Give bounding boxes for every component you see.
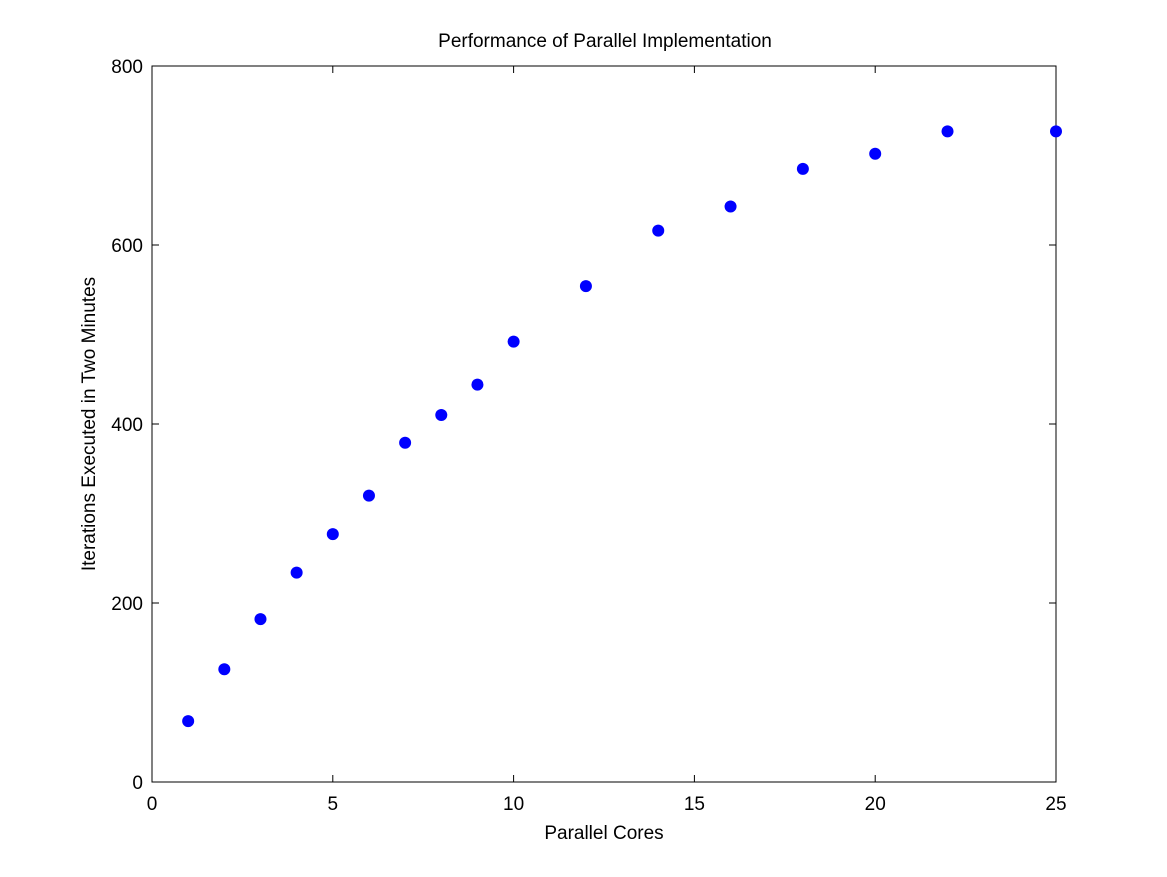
y-tick-label: 400 — [111, 415, 143, 436]
data-point — [326, 528, 339, 541]
x-tick-label: 0 — [147, 794, 158, 815]
data-point — [941, 125, 954, 138]
data-point — [724, 200, 737, 213]
data-point — [182, 715, 195, 728]
x-tick-label: 25 — [1045, 794, 1066, 815]
x-axis-label: Parallel Cores — [544, 823, 663, 844]
y-tick-label: 600 — [111, 236, 143, 257]
data-point — [507, 335, 520, 348]
data-point — [579, 280, 592, 293]
x-tick-label: 15 — [684, 794, 705, 815]
data-point — [435, 409, 448, 422]
data-points — [182, 125, 1062, 728]
x-tick-label: 5 — [328, 794, 339, 815]
data-point — [362, 489, 375, 502]
y-axis-ticks: 0 200 400 600 800 — [111, 57, 1056, 794]
data-point — [471, 378, 484, 391]
data-point — [796, 162, 809, 175]
data-point — [218, 663, 231, 676]
data-point — [290, 566, 303, 579]
plot-frame — [151, 65, 1057, 783]
data-point — [869, 147, 882, 160]
data-point — [652, 224, 665, 237]
data-point — [1050, 125, 1062, 138]
data-point — [254, 613, 267, 626]
x-tick-label: 10 — [503, 794, 524, 815]
y-tick-label: 0 — [132, 773, 143, 794]
y-tick-label: 200 — [111, 594, 143, 615]
chart-title: Performance of Parallel Implementation — [438, 31, 772, 52]
x-tick-label: 20 — [865, 794, 886, 815]
x-axis-ticks: 0 5 10 15 20 25 — [147, 66, 1067, 815]
y-axis-label: Iterations Executed in Two Minutes — [79, 277, 100, 571]
data-point — [399, 436, 412, 449]
y-tick-label: 800 — [111, 57, 143, 78]
